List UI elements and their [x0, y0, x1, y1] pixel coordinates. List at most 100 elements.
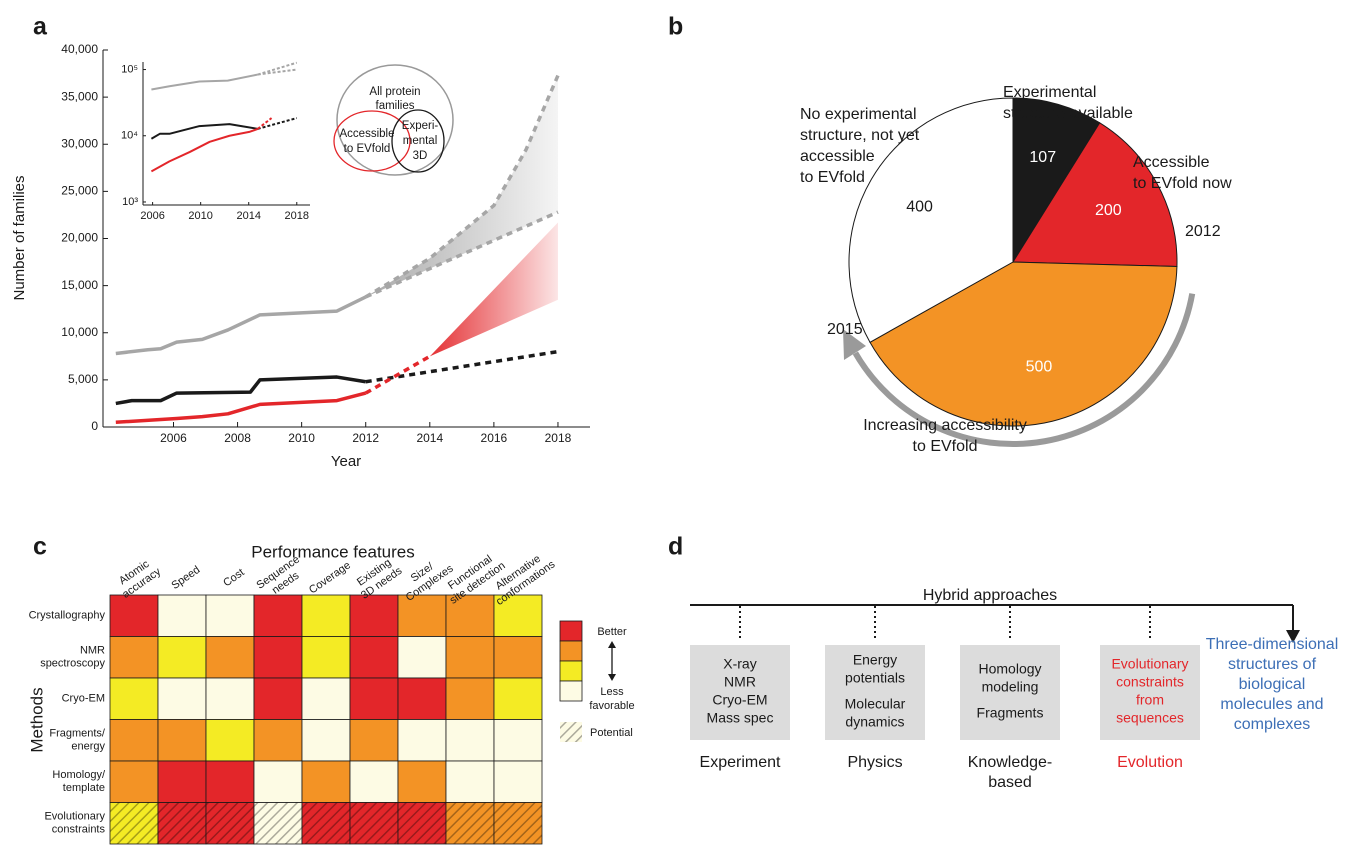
- row-label: constraints: [52, 824, 106, 836]
- slice-category: Experimental: [1003, 84, 1096, 101]
- series-line: [150, 123, 258, 140]
- method-box: [1100, 645, 1200, 740]
- y-tick-label: 10,000: [61, 325, 98, 339]
- y-tick-label: 20,000: [61, 231, 98, 245]
- heat-cell: [301, 802, 351, 845]
- box-text: dynamics: [845, 714, 904, 730]
- box-text: potentials: [845, 670, 905, 686]
- series-line: [115, 391, 367, 425]
- heat-cell: [253, 636, 303, 679]
- heat-cell: [493, 677, 543, 720]
- slice-label: 107: [1029, 149, 1056, 166]
- x-tick-label: 2006: [140, 210, 164, 222]
- venn-text: mental: [403, 135, 438, 147]
- x-tick-label: 2012: [352, 431, 379, 445]
- target-text: Three-dimensional: [1206, 636, 1339, 653]
- projection-line: [365, 210, 559, 299]
- slice-label: 500: [1026, 358, 1053, 375]
- heat-cell: [445, 719, 495, 762]
- row-label: energy: [71, 741, 105, 753]
- heatmap-title: Performance features: [251, 542, 414, 561]
- box-caption: Experiment: [700, 754, 781, 771]
- heat-cell: [397, 677, 447, 720]
- heat-cell: [349, 594, 399, 637]
- heat-cell: [205, 594, 255, 637]
- heat-cell: [109, 677, 159, 720]
- heat-cell: [493, 802, 543, 845]
- row-label: Fragments/: [49, 728, 106, 740]
- box-text: Evolutionary: [1111, 656, 1188, 672]
- box-caption: based: [988, 774, 1032, 791]
- projection-line: [257, 68, 297, 76]
- row-label: Evolutionary: [44, 811, 105, 823]
- box-text: from: [1136, 692, 1164, 708]
- column-label: Speed: [169, 564, 202, 592]
- venn-text: Experi-: [402, 120, 439, 132]
- heat-cell: [109, 594, 159, 637]
- column-label-text: Cost: [221, 567, 246, 590]
- heat-cell: [301, 760, 351, 803]
- projection-line: [257, 117, 273, 130]
- box-text: sequences: [1116, 710, 1184, 726]
- box-text: constraints: [1116, 674, 1184, 690]
- legend-text: favorable: [589, 700, 634, 712]
- heat-cell: [301, 719, 351, 762]
- heat-cell: [205, 802, 255, 845]
- y-tick-label: 0: [91, 419, 98, 433]
- box-text: Fragments: [977, 705, 1044, 721]
- target-text: structures of: [1228, 656, 1317, 673]
- heat-cell: [253, 594, 303, 637]
- method-box: [690, 645, 790, 740]
- row-label: NMR: [80, 645, 105, 657]
- arrow-label: to EVfold: [913, 438, 978, 455]
- heat-cell: [349, 719, 399, 762]
- x-tick-label: 2014: [416, 431, 443, 445]
- panel-label: d: [668, 533, 683, 561]
- x-tick-label: 2018: [285, 210, 309, 222]
- accessibility-arrow: [852, 293, 1196, 447]
- venn-text: 3D: [413, 150, 428, 162]
- heat-cell: [397, 636, 447, 679]
- heat-cell: [493, 636, 543, 679]
- heat-cell: [397, 719, 447, 762]
- row-label: template: [63, 782, 105, 794]
- y-tick-label: 10⁵: [121, 63, 138, 75]
- y-tick-label: 35,000: [61, 89, 98, 103]
- method-box: [960, 645, 1060, 740]
- legend-swatch: [559, 680, 583, 702]
- heat-cell: [493, 760, 543, 803]
- box-caption: Knowledge-: [968, 754, 1053, 771]
- venn-text: to EVfold: [344, 143, 391, 155]
- diagram-title: Hybrid approaches: [923, 587, 1057, 604]
- box-text: Energy: [853, 652, 897, 668]
- x-tick-label: 2018: [545, 431, 572, 445]
- projection-line: [364, 74, 560, 299]
- arrowhead: [608, 674, 616, 681]
- heat-cell: [109, 719, 159, 762]
- box-text: NMR: [724, 674, 756, 690]
- projection-line: [257, 61, 298, 76]
- pie-slice: [848, 97, 1014, 343]
- column-label: Cost: [221, 567, 246, 590]
- projection-band: [365, 75, 558, 297]
- heat-cell: [205, 636, 255, 679]
- legend-text: Better: [597, 626, 627, 638]
- slice-category: structure available: [1003, 105, 1133, 122]
- slice-category: structure, not yet: [800, 127, 920, 144]
- heatmap-y-label: Methods: [27, 687, 46, 752]
- box-text: Mass spec: [707, 710, 774, 726]
- venn-right: [391, 109, 445, 173]
- row-label: Crystallography: [29, 610, 106, 622]
- target-text: molecules and: [1220, 696, 1323, 713]
- target-text: complexes: [1234, 716, 1310, 733]
- heat-cell: [349, 636, 399, 679]
- x-tick-label: 2010: [188, 210, 212, 222]
- heat-cell: [109, 802, 159, 845]
- legend-swatch: [559, 660, 583, 682]
- legend-swatch: [559, 640, 583, 662]
- y-tick-label: 30,000: [61, 136, 98, 150]
- venn-text: All protein: [369, 86, 420, 98]
